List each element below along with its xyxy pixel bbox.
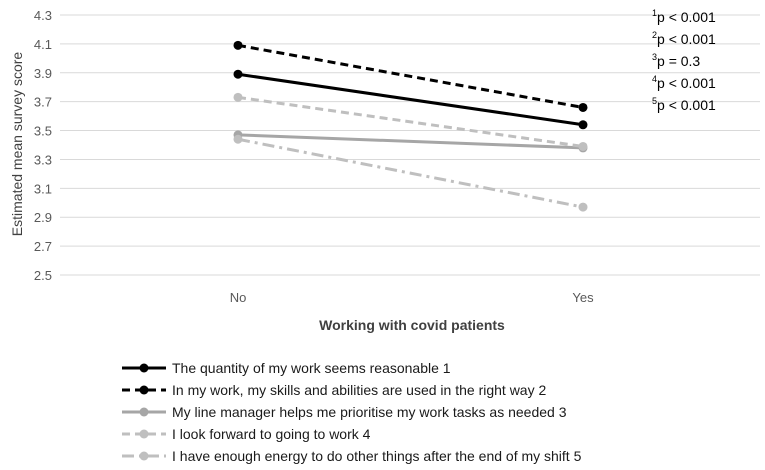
series-line (237, 72, 584, 127)
gridlines (60, 14, 760, 276)
series-line (237, 95, 584, 148)
p-value-annotations: 1p < 0.001 2p < 0.001 3p = 0.3 4p < 0.001 5p… (652, 8, 716, 113)
x-tick-label: No (230, 290, 247, 305)
x-axis-title: Working with covid patients (319, 317, 505, 333)
x-axis-ticks: No Yes (230, 290, 594, 305)
legend-swatch-marker (139, 363, 149, 373)
data-point (578, 141, 588, 151)
legend-label: The quantity of my work seems reasonable… (172, 360, 451, 376)
legend-item: I have enough energy to do other things … (122, 448, 582, 464)
y-tick-label: 3.5 (34, 124, 52, 139)
y-tick-label: 4.3 (34, 8, 52, 23)
series-1 (233, 69, 588, 130)
legend-swatch-marker (139, 451, 149, 461)
series-5 (233, 134, 588, 212)
p-value-annotation: 5p < 0.001 (652, 96, 716, 113)
y-axis-title: Estimated mean survey score (9, 52, 25, 237)
legend-swatch-marker (139, 429, 149, 439)
p-value-annotation: 1p < 0.001 (652, 8, 716, 25)
legend-label: I have enough energy to do other things … (172, 448, 582, 464)
legend-label: My line manager helps me prioritise my w… (172, 404, 567, 420)
data-point (233, 134, 243, 144)
legend-item: The quantity of my work seems reasonable… (122, 360, 451, 376)
y-tick-label: 3.1 (34, 181, 52, 196)
legend: The quantity of my work seems reasonable… (122, 360, 582, 464)
series-4 (233, 92, 588, 151)
y-tick-label: 2.7 (34, 239, 52, 254)
y-tick-label: 4.1 (34, 37, 52, 52)
data-point (233, 69, 243, 79)
y-tick-label: 2.5 (34, 268, 52, 283)
data-point (233, 40, 243, 50)
legend-item: I look forward to going to work 4 (122, 426, 371, 442)
p-value-annotation: 3p = 0.3 (652, 52, 700, 69)
series-2 (233, 40, 588, 112)
data-point (578, 202, 588, 212)
series-line (237, 133, 584, 150)
series-line (237, 43, 584, 109)
legend-item: My line manager helps me prioritise my w… (122, 404, 567, 420)
data-point (578, 120, 588, 130)
y-tick-label: 3.7 (34, 95, 52, 110)
series-line (237, 137, 584, 209)
legend-label: I look forward to going to work 4 (172, 426, 371, 442)
legend-swatch-marker (139, 385, 149, 395)
y-tick-label: 3.9 (34, 66, 52, 81)
series-lines (233, 40, 588, 212)
data-point (233, 92, 243, 102)
y-tick-label: 3.3 (34, 152, 52, 167)
data-point (578, 102, 588, 112)
legend-item: In my work, my skills and abilities are … (122, 382, 546, 398)
x-tick-label: Yes (572, 290, 594, 305)
legend-swatch-marker (139, 407, 149, 417)
legend-label: In my work, my skills and abilities are … (172, 382, 546, 398)
p-value-annotation: 2p < 0.001 (652, 30, 716, 47)
y-tick-label: 2.9 (34, 210, 52, 225)
y-axis-ticks: 4.3 4.1 3.9 3.7 3.5 3.3 3.1 2.9 2.7 2.5 (34, 8, 52, 283)
p-value-annotation: 4p < 0.001 (652, 74, 716, 91)
series-3 (233, 130, 588, 153)
